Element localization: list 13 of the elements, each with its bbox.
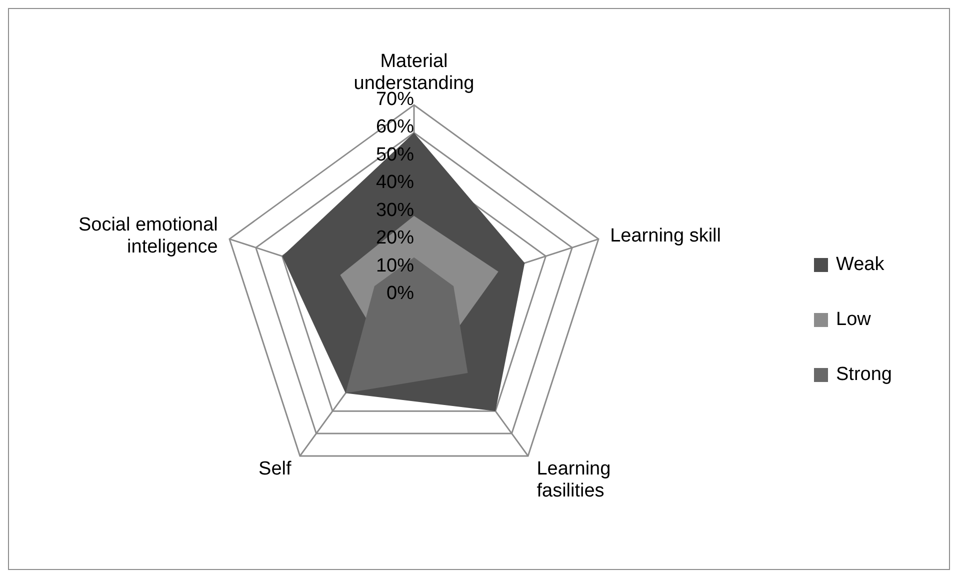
- y-tick-label: 0%: [386, 283, 414, 304]
- spoke-label: Learning fasilities: [536, 458, 611, 502]
- y-tick-label: 40%: [376, 172, 414, 194]
- y-tick-label: 20%: [376, 228, 414, 249]
- legend-label: Strong: [836, 364, 892, 386]
- legend-label: Low: [836, 308, 871, 330]
- spoke-label: Self: [258, 458, 292, 480]
- legend-label: Weak: [836, 254, 884, 276]
- spoke-label: Learning skill: [610, 226, 722, 247]
- y-tick-label: 10%: [376, 255, 414, 276]
- spoke-label: Social emotional inteligence: [78, 214, 218, 258]
- y-tick-label: 30%: [376, 200, 414, 221]
- y-tick-label: 60%: [376, 116, 414, 138]
